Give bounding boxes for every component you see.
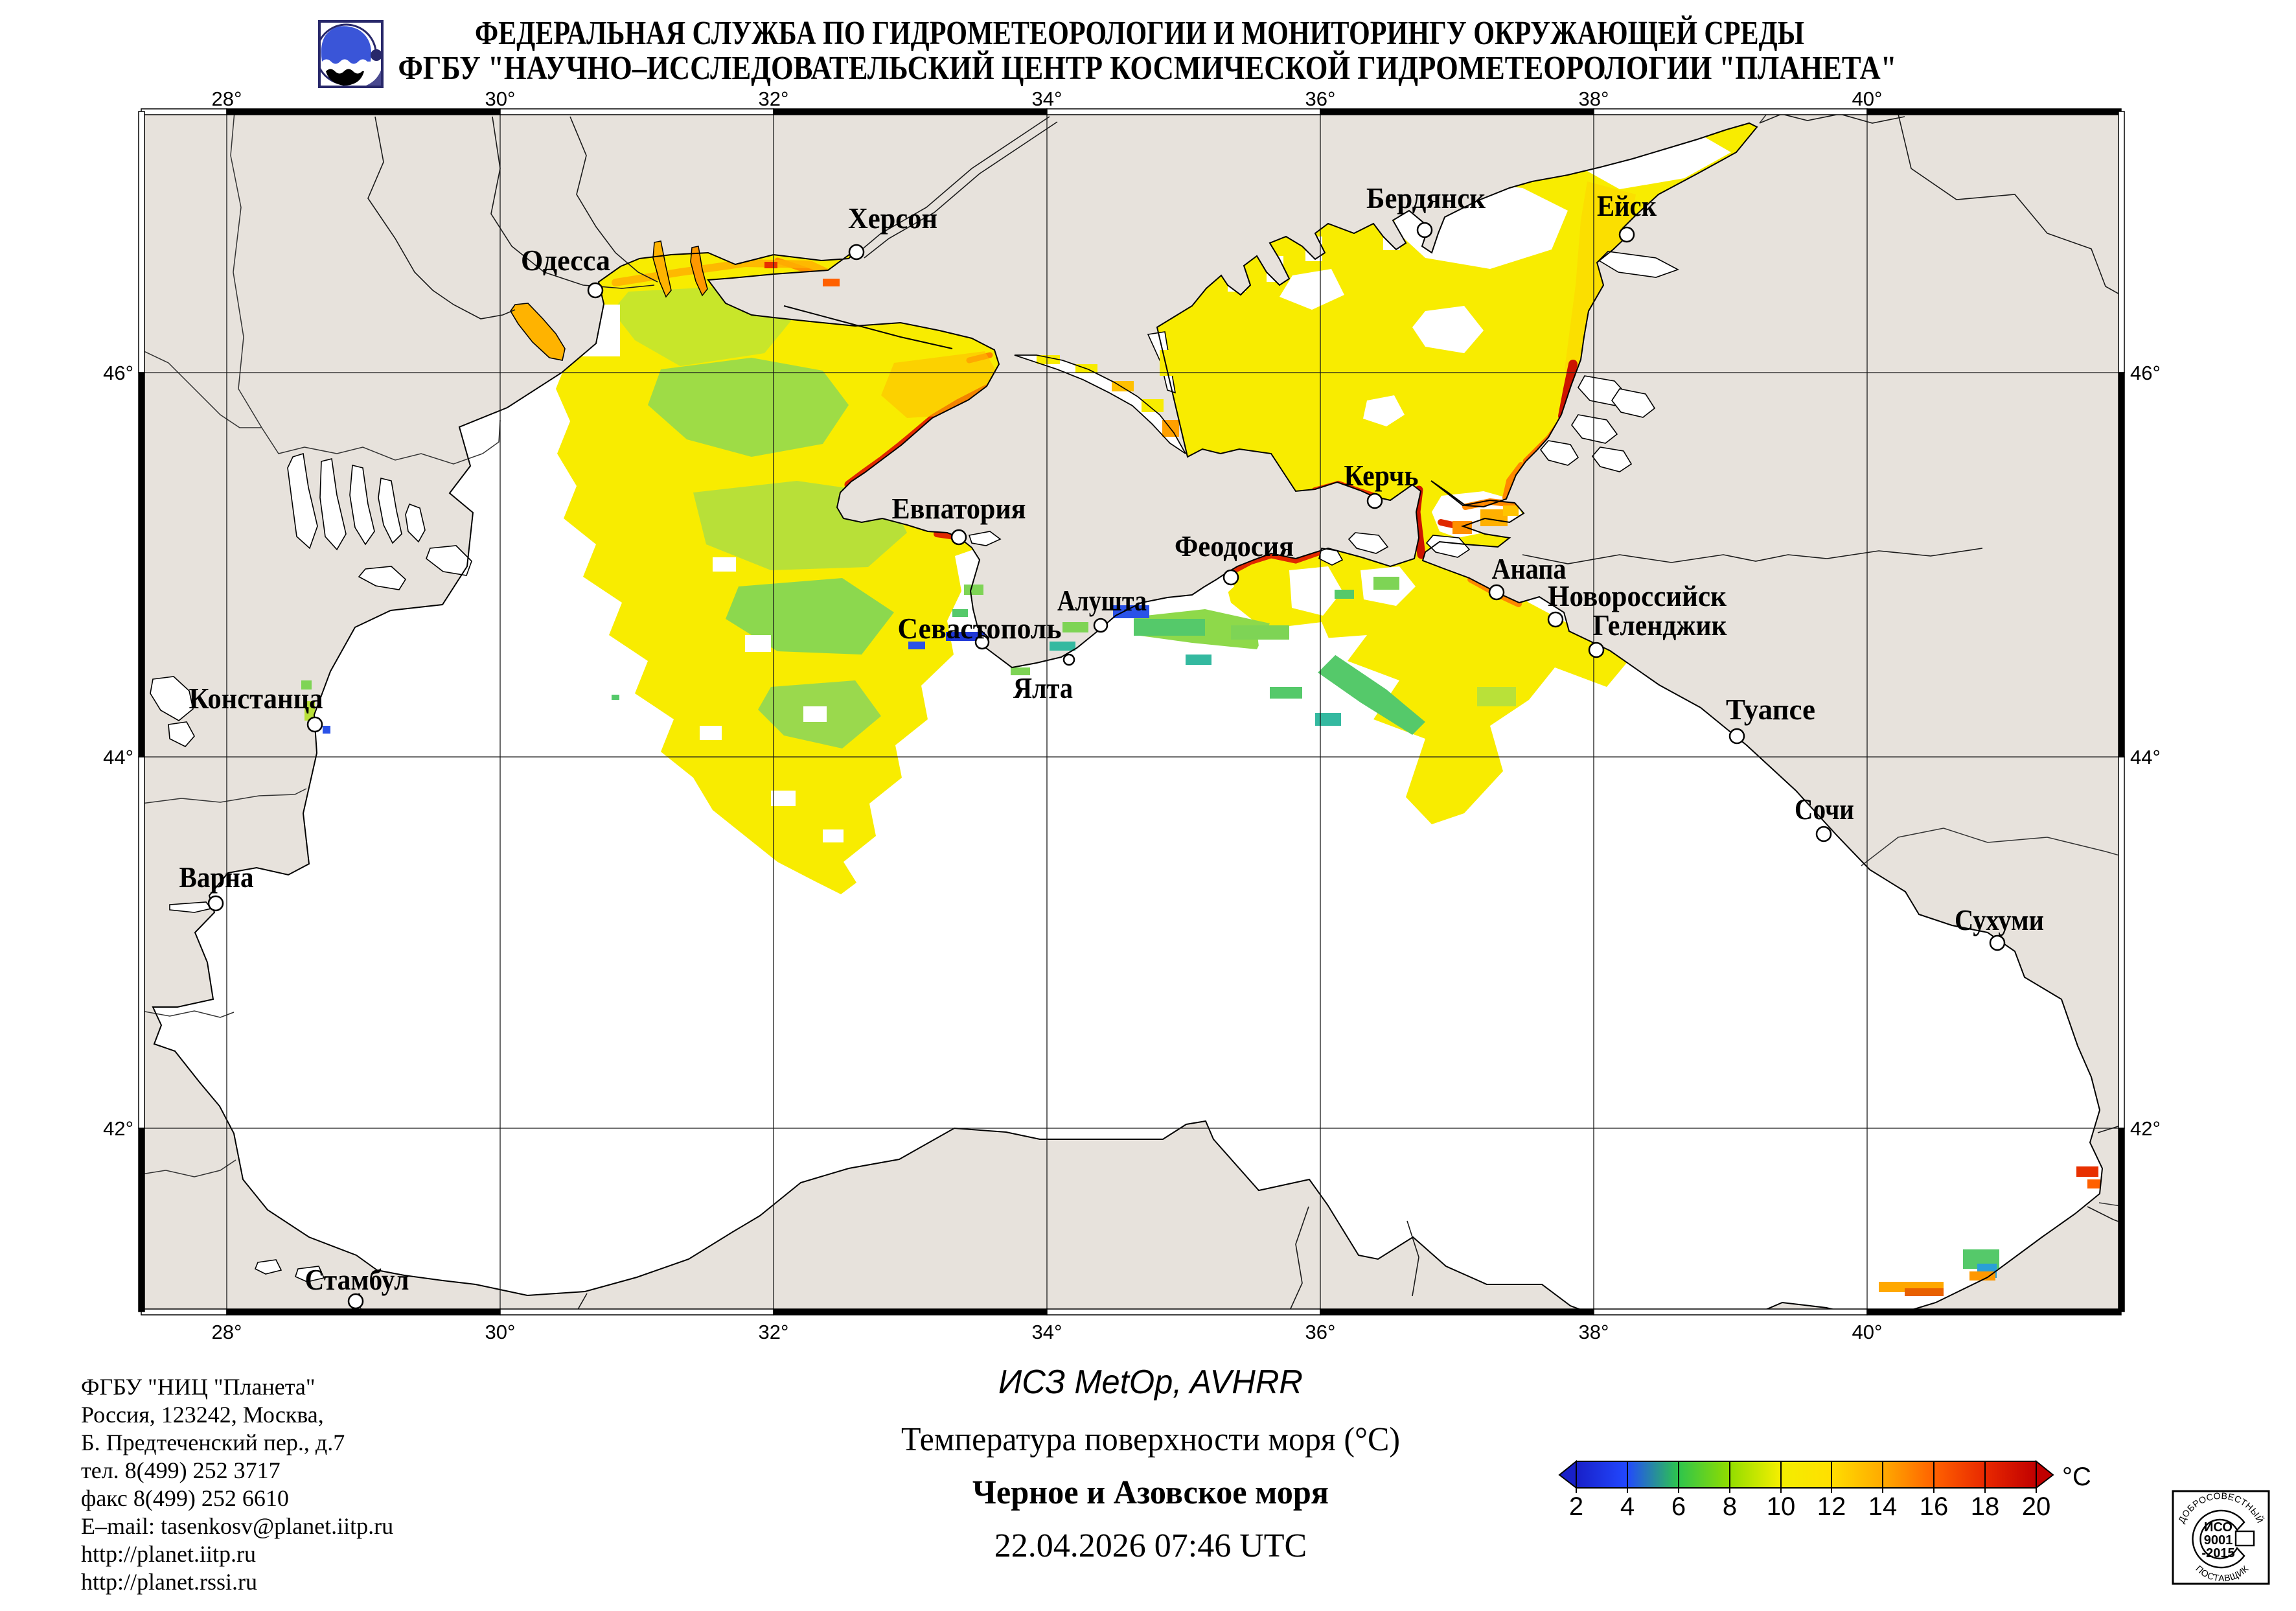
svg-text:18: 18 bbox=[1971, 1492, 2000, 1521]
svg-text:32°: 32° bbox=[759, 1321, 789, 1343]
svg-text:Херсон: Херсон bbox=[848, 202, 937, 235]
svg-text:http://planet.rssi.ru: http://planet.rssi.ru bbox=[81, 1569, 257, 1595]
svg-text:6: 6 bbox=[1671, 1492, 1686, 1521]
svg-text:20: 20 bbox=[2022, 1492, 2051, 1521]
svg-text:Б. Предтеченский пер., д.7: Б. Предтеченский пер., д.7 bbox=[81, 1430, 345, 1455]
svg-text:10: 10 bbox=[1767, 1492, 1796, 1521]
svg-text:9001: 9001 bbox=[2204, 1533, 2233, 1547]
svg-text:тел. 8(499) 252 3717: тел. 8(499) 252 3717 bbox=[81, 1457, 281, 1483]
svg-text:22.04.2026 07:46 UTC: 22.04.2026 07:46 UTC bbox=[994, 1527, 1307, 1564]
svg-text:Алушта: Алушта bbox=[1057, 584, 1147, 617]
svg-text:http://planet.iitp.ru: http://planet.iitp.ru bbox=[81, 1541, 256, 1567]
svg-text:30°: 30° bbox=[485, 87, 516, 110]
svg-text:Бердянск: Бердянск bbox=[1366, 181, 1486, 214]
svg-text:42°: 42° bbox=[103, 1117, 133, 1140]
svg-text:ФГБУ "НАУЧНО–ИССЛЕДОВАТЕЛЬСКИЙ: ФГБУ "НАУЧНО–ИССЛЕДОВАТЕЛЬСКИЙ ЦЕНТР КОС… bbox=[398, 50, 1897, 87]
svg-text:Черное и Азовское моря: Черное и Азовское моря bbox=[972, 1474, 1329, 1511]
svg-text:°C: °C bbox=[2062, 1463, 2091, 1491]
svg-text:12: 12 bbox=[1817, 1492, 1846, 1521]
svg-text:Сочи: Сочи bbox=[1795, 793, 1854, 826]
svg-text:28°: 28° bbox=[212, 87, 242, 110]
svg-text:38°: 38° bbox=[1579, 1321, 1609, 1343]
svg-text:Ейск: Ейск bbox=[1597, 189, 1657, 222]
svg-text:44°: 44° bbox=[103, 746, 133, 769]
svg-text:44°: 44° bbox=[2130, 746, 2161, 769]
svg-text:36°: 36° bbox=[1305, 1321, 1336, 1343]
svg-text:42°: 42° bbox=[2130, 1117, 2161, 1140]
svg-text:ИСЗ MetOp, AVHRR: ИСЗ MetOp, AVHRR bbox=[998, 1363, 1303, 1401]
svg-text:32°: 32° bbox=[759, 87, 789, 110]
svg-text:Евпатория: Евпатория bbox=[892, 492, 1026, 525]
svg-text:Констанца: Констанца bbox=[189, 682, 323, 715]
svg-text:Стамбул: Стамбул bbox=[305, 1263, 409, 1296]
svg-text:46°: 46° bbox=[2130, 362, 2161, 384]
svg-text:16: 16 bbox=[1920, 1492, 1949, 1521]
svg-text:2: 2 bbox=[1569, 1492, 1583, 1521]
svg-text:Россия, 123242, Москва,: Россия, 123242, Москва, bbox=[81, 1402, 324, 1428]
svg-text:Новороссийск: Новороссийск bbox=[1548, 579, 1727, 612]
svg-text:Сухуми: Сухуми bbox=[1955, 903, 2044, 936]
svg-text:Феодосия: Феодосия bbox=[1175, 529, 1294, 562]
svg-text:8: 8 bbox=[1723, 1492, 1737, 1521]
svg-text:-2015: -2015 bbox=[2201, 1546, 2234, 1560]
svg-text:Варна: Варна bbox=[179, 861, 254, 894]
svg-text:28°: 28° bbox=[212, 1321, 242, 1343]
svg-text:Геленджик: Геленджик bbox=[1593, 608, 1727, 642]
svg-text:факс 8(499) 252 6610: факс 8(499) 252 6610 bbox=[81, 1485, 289, 1511]
svg-text:ФЕДЕРАЛЬНАЯ СЛУЖБА ПО ГИДРОМЕТ: ФЕДЕРАЛЬНАЯ СЛУЖБА ПО ГИДРОМЕТЕОРОЛОГИИ … bbox=[475, 15, 1804, 52]
svg-text:4: 4 bbox=[1620, 1492, 1635, 1521]
svg-text:E–mail: tasenkosv@planet.iitp.: E–mail: tasenkosv@planet.iitp.ru bbox=[81, 1513, 393, 1539]
svg-text:30°: 30° bbox=[485, 1321, 516, 1343]
svg-text:Температура поверхности моря (: Температура поверхности моря (°C) bbox=[901, 1421, 1400, 1458]
svg-text:14: 14 bbox=[1868, 1492, 1898, 1521]
svg-text:Туапсе: Туапсе bbox=[1726, 693, 1815, 726]
svg-text:ИСО: ИСО bbox=[2204, 1520, 2233, 1535]
svg-text:34°: 34° bbox=[1032, 87, 1062, 110]
svg-text:ФГБУ "НИЦ "Планета": ФГБУ "НИЦ "Планета" bbox=[81, 1374, 316, 1400]
svg-text:36°: 36° bbox=[1305, 87, 1336, 110]
svg-text:Ялта: Ялта bbox=[1013, 671, 1073, 704]
svg-text:40°: 40° bbox=[1852, 87, 1883, 110]
svg-text:46°: 46° bbox=[103, 362, 133, 384]
svg-text:38°: 38° bbox=[1579, 87, 1609, 110]
svg-text:Одесса: Одесса bbox=[521, 244, 610, 277]
svg-text:Анапа: Анапа bbox=[1492, 552, 1567, 585]
svg-text:40°: 40° bbox=[1852, 1321, 1883, 1343]
svg-text:34°: 34° bbox=[1032, 1321, 1062, 1343]
svg-text:Керчь: Керчь bbox=[1344, 459, 1419, 492]
svg-text:Севастополь: Севастополь bbox=[898, 612, 1062, 645]
